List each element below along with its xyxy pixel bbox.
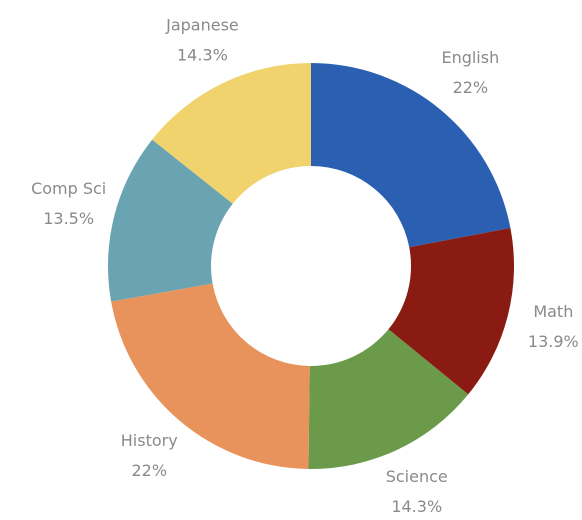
slice-value-label: 22% [453,78,489,97]
slice-value-label: 13.5% [43,209,94,228]
donut-slice [308,329,469,470]
slice-label: Japanese [165,15,239,34]
slice-label: Science [386,467,448,486]
slice-label: English [441,48,499,67]
donut-slice [388,227,514,395]
donut-slice [111,283,310,469]
slice-value-label: 14.3% [177,45,228,64]
slice-label: Comp Sci [31,179,106,198]
donut-slice [152,63,311,204]
slice-label: Math [533,302,573,321]
slice-value-label: 13.9% [528,332,579,351]
slice-value-label: 14.3% [391,497,442,516]
slice-label: History [121,431,178,450]
donut-slice [108,139,233,302]
donut-slice [311,63,511,248]
slice-value-label: 22% [131,461,167,480]
